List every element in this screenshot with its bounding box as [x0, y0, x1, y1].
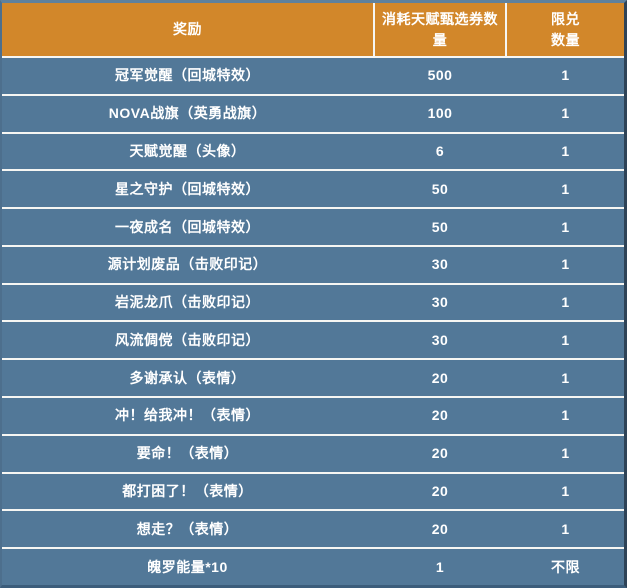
table-row: 多谢承认（表情） 20 1 [2, 360, 624, 397]
limit-cell: 1 [561, 67, 570, 84]
cost-cell: 30 [431, 294, 449, 311]
header-cost-label-line2: 量 [432, 31, 448, 48]
reward-cell: 源计划废品（击败印记） [107, 256, 268, 273]
reward-cell: NOVA战旗（英勇战旗） [108, 105, 267, 122]
reward-cell: 冲！给我冲！（表情） [115, 407, 260, 424]
cost-cell: 30 [431, 331, 449, 348]
reward-cell: 要命！（表情） [136, 445, 239, 462]
table-row: 天赋觉醒（头像） 6 1 [2, 133, 624, 170]
table-row: 想走？（表情） 20 1 [2, 511, 624, 548]
header-reward-column: 奖励 [2, 3, 375, 56]
limit-cell: 1 [561, 180, 570, 197]
limit-cell: 1 [561, 218, 570, 235]
limit-cell: 1 [561, 445, 570, 462]
reward-cell: 冠军觉醒（回城特效） [115, 67, 260, 84]
table-row: 冲！给我冲！（表情） 20 1 [2, 398, 624, 434]
limit-cell: 1 [561, 331, 570, 348]
table-row: 风流倜傥（击败印记） 30 1 [2, 322, 624, 359]
reward-cell: 都打困了！（表情） [122, 482, 253, 499]
limit-cell: 1 [561, 407, 570, 424]
cost-cell: 50 [431, 180, 449, 197]
table-row: 魄罗能量*10 1 不限 [2, 549, 624, 585]
cost-cell: 100 [427, 105, 453, 122]
reward-cell: 多谢承认（表情） [129, 369, 246, 386]
table-header-row: 奖励 消耗天赋甄选券数 量 限兑 数量 [2, 3, 624, 56]
header-limit-label-line2: 数量 [551, 31, 580, 48]
table-row: 冠军觉醒（回城特效） 500 1 [2, 58, 624, 94]
table-row: NOVA战旗（英勇战旗） 100 1 [2, 95, 624, 132]
limit-cell: 1 [561, 105, 570, 122]
limit-cell: 1 [561, 520, 570, 537]
cost-cell: 50 [431, 218, 449, 235]
cost-cell: 20 [431, 482, 449, 499]
table-row: 要命！（表情） 20 1 [2, 435, 624, 472]
header-reward-label: 奖励 [173, 21, 202, 37]
table-row: 一夜成名（回城特效） 50 1 [2, 209, 624, 245]
reward-cell: 风流倜傥（击败印记） [115, 331, 260, 348]
cost-cell: 20 [431, 369, 449, 386]
table-row: 岩泥龙爪（击败印记） 30 1 [2, 284, 624, 321]
reward-cell: 天赋觉醒（头像） [129, 142, 246, 159]
table-row: 星之守护（回城特效） 50 1 [2, 171, 624, 208]
limit-cell: 1 [561, 256, 570, 273]
limit-cell: 1 [561, 482, 570, 499]
table-row: 源计划废品（击败印记） 30 1 [2, 246, 624, 283]
limit-cell: 1 [561, 294, 570, 311]
limit-cell: 不限 [551, 558, 580, 575]
cost-cell: 30 [431, 256, 449, 273]
cost-cell: 20 [431, 407, 449, 424]
limit-cell: 1 [561, 369, 570, 386]
limit-cell: 1 [561, 142, 570, 159]
reward-cell: 魄罗能量*10 [147, 558, 228, 575]
reward-cell: 想走？（表情） [136, 520, 239, 537]
cost-cell: 500 [427, 67, 453, 84]
cost-cell: 20 [431, 520, 449, 537]
cost-cell: 6 [435, 142, 445, 159]
table-row: 都打困了！（表情） 20 1 [2, 473, 624, 510]
reward-cell: 岩泥龙爪（击败印记） [115, 294, 260, 311]
cost-cell: 1 [435, 558, 445, 575]
reward-cell: 一夜成名（回城特效） [115, 218, 260, 235]
header-limit-label-line1: 限兑 [551, 10, 580, 27]
header-limit-column: 限兑 数量 [507, 3, 624, 56]
header-cost-column: 消耗天赋甄选券数 量 [375, 3, 507, 56]
reward-cell: 星之守护（回城特效） [115, 180, 260, 197]
cost-cell: 20 [431, 445, 449, 462]
header-cost-label-line1: 消耗天赋甄选券数 [382, 10, 498, 27]
